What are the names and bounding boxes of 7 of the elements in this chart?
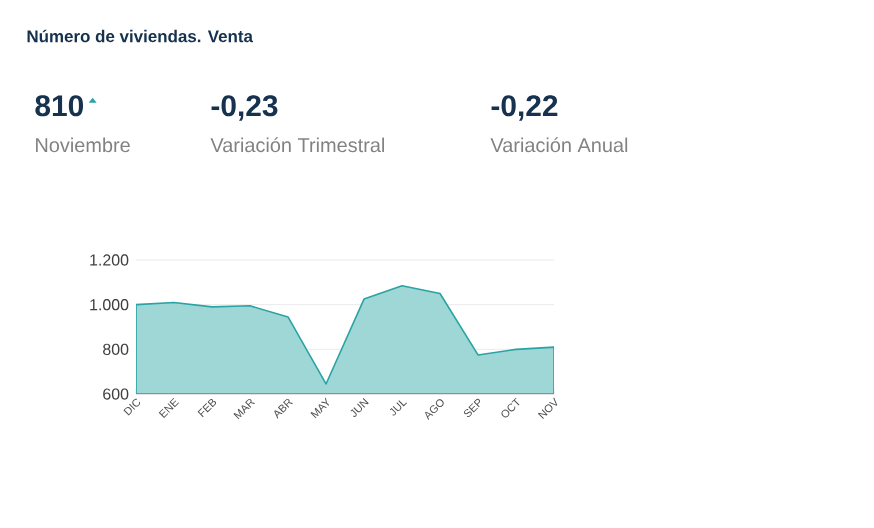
chart-title: Número de viviendas. Venta: [27, 29, 254, 43]
text: -0,22: [491, 95, 558, 121]
text: 810: [35, 95, 84, 117]
text: -0,23: [211, 95, 278, 121]
text: Variación Trimestral: [210, 137, 384, 153]
text: Variación Anual: [490, 137, 628, 153]
text: Noviembre: [36, 137, 130, 153]
